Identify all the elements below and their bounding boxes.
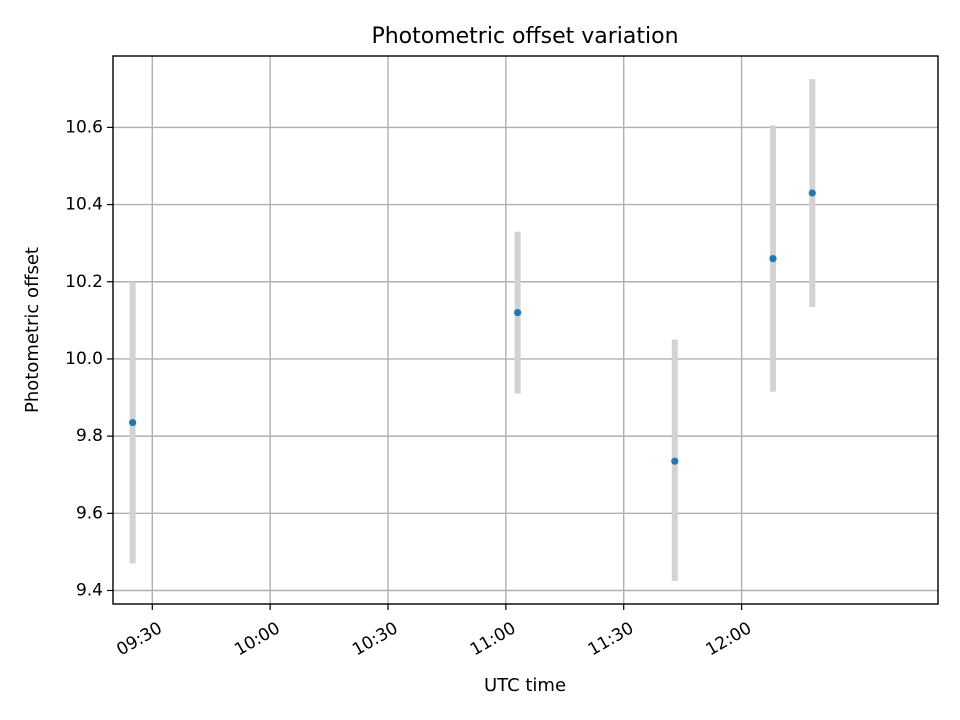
x-axis-ticks: 09:30 10:00 10:30 11:00 11:30 12:00 xyxy=(113,604,755,660)
y-tick-label: 9.8 xyxy=(76,426,103,446)
x-axis-label: UTC time xyxy=(484,675,566,696)
y-tick-label: 9.6 xyxy=(76,503,103,523)
data-point xyxy=(671,457,679,465)
data-points xyxy=(129,189,816,465)
y-axis-ticks: 9.4 9.6 9.8 10.0 10.2 10.4 10.6 xyxy=(65,117,113,600)
x-tick-label: 11:30 xyxy=(585,618,637,660)
x-tick-label: 12:00 xyxy=(703,618,755,660)
data-point xyxy=(769,255,777,263)
data-point xyxy=(808,189,816,197)
x-tick-label: 10:00 xyxy=(231,618,283,660)
plot-frame xyxy=(112,55,939,605)
data-point xyxy=(129,419,137,427)
grid xyxy=(113,56,938,604)
y-tick-label: 9.4 xyxy=(76,580,103,600)
y-axis-label: Photometric offset xyxy=(22,247,43,413)
y-tick-label: 10.2 xyxy=(65,272,103,292)
y-tick-label: 10.0 xyxy=(65,349,103,369)
data-point xyxy=(514,309,522,317)
x-tick-label: 10:30 xyxy=(349,618,401,660)
error-bars xyxy=(129,79,816,581)
y-tick-label: 10.6 xyxy=(65,117,103,137)
y-tick-label: 10.4 xyxy=(65,195,103,215)
x-tick-label: 09:30 xyxy=(113,618,165,660)
x-tick-label: 11:00 xyxy=(467,618,519,660)
chart-title: Photometric offset variation xyxy=(371,24,678,49)
